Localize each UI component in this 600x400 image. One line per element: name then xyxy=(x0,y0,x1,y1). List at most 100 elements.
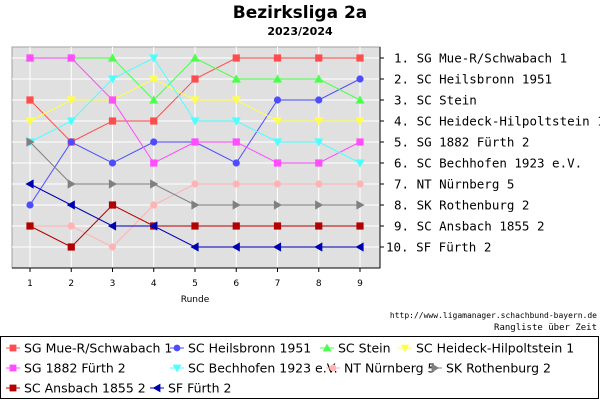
data-point xyxy=(190,242,199,252)
data-point xyxy=(356,54,364,62)
data-point xyxy=(25,179,34,189)
legend-label: SK Rothenburg 2 xyxy=(446,361,551,376)
rank-label: 4. SC Heideck-Hilpoltstein 1 xyxy=(394,114,600,129)
x-tick-label: 1 xyxy=(27,279,33,289)
series-layer xyxy=(25,53,365,252)
data-point xyxy=(26,201,34,209)
source-url: http://www.ligamanager.schachbund-bayern… xyxy=(390,311,597,320)
legend-label: NT Nürnberg 5 xyxy=(344,361,435,376)
data-point xyxy=(231,242,240,252)
data-point xyxy=(232,138,240,146)
data-point xyxy=(172,364,182,373)
data-point xyxy=(322,343,332,352)
data-point xyxy=(355,242,364,252)
data-point xyxy=(315,54,323,62)
data-point xyxy=(150,138,158,146)
legend-item: SC Heilsbronn 1951 xyxy=(170,341,311,356)
data-point xyxy=(355,95,365,104)
data-point xyxy=(9,384,17,392)
data-point xyxy=(108,179,118,189)
data-point xyxy=(314,74,324,83)
legend-label: SG Mue-R/Schwabach 1 xyxy=(24,341,172,356)
legend-item: SC Heideck-Hilpoltstein 1 xyxy=(398,341,574,356)
footer-label: Rangliste über Zeit xyxy=(494,323,597,333)
x-tick-label: 7 xyxy=(275,279,281,289)
legend-label: SC Heideck-Hilpoltstein 1 xyxy=(416,341,574,356)
data-point xyxy=(232,54,240,62)
rank-label: 5. SG 1882 Fürth 2 xyxy=(394,135,529,150)
data-point xyxy=(26,222,34,230)
legend-item: SC Ansbach 1855 2 xyxy=(6,381,146,396)
rank-label: 9. SC Ansbach 1855 2 xyxy=(394,219,545,234)
data-point xyxy=(149,75,159,84)
data-point xyxy=(67,222,75,230)
x-tick-label: 8 xyxy=(316,279,322,289)
data-point xyxy=(67,138,75,146)
rank-label: 7. NT Nürnberg 5 xyxy=(394,177,514,192)
data-point xyxy=(66,96,76,105)
data-point xyxy=(355,159,365,168)
data-point xyxy=(231,74,241,83)
data-point xyxy=(191,180,199,188)
data-point xyxy=(191,222,199,230)
data-point xyxy=(272,74,283,83)
data-point xyxy=(273,180,282,188)
data-point xyxy=(9,364,17,372)
rank-label: 3. SC Stein xyxy=(394,93,477,108)
legend-item: SK Rothenburg 2 xyxy=(428,361,551,376)
data-point xyxy=(108,96,117,104)
data-point xyxy=(26,96,34,104)
legend-item: SG 1882 Fürth 2 xyxy=(6,361,126,376)
rank-label: 2. SC Heilsbronn 1951 xyxy=(394,72,552,87)
x-tick-label: 9 xyxy=(357,279,363,289)
data-point xyxy=(173,344,181,352)
data-point xyxy=(315,222,323,230)
data-point xyxy=(232,159,240,167)
data-point xyxy=(190,117,200,126)
chart-subtitle: 2023/2024 xyxy=(267,25,333,38)
data-point xyxy=(190,96,200,105)
data-point xyxy=(149,54,159,63)
data-point xyxy=(66,200,75,210)
x-tick-label: 6 xyxy=(233,279,239,289)
data-point xyxy=(26,54,34,62)
x-tick-label: 5 xyxy=(192,279,198,289)
data-point xyxy=(149,95,159,104)
data-point xyxy=(26,137,35,147)
data-point xyxy=(107,221,117,231)
data-point xyxy=(273,96,282,104)
data-point xyxy=(272,117,283,126)
legend-label: SG 1882 Fürth 2 xyxy=(24,361,126,376)
legend-box xyxy=(0,336,599,399)
data-point xyxy=(191,138,199,146)
data-point xyxy=(67,54,75,62)
data-point xyxy=(329,364,337,372)
data-point xyxy=(315,96,323,104)
data-point xyxy=(356,200,365,210)
series-sf-f-rth-2 xyxy=(25,179,364,252)
data-point xyxy=(232,222,240,230)
x-tick-label: 4 xyxy=(151,279,157,289)
legend-item: SC Stein xyxy=(320,341,391,356)
data-point xyxy=(431,363,440,373)
x-tick-label: 2 xyxy=(68,279,74,289)
rank-label: 6. SC Bechhofen 1923 e.V. xyxy=(394,156,582,171)
x-tick-label: 3 xyxy=(110,279,116,289)
data-point xyxy=(152,383,161,393)
data-point xyxy=(400,344,410,353)
data-point xyxy=(315,200,324,210)
data-point xyxy=(355,117,365,126)
data-point xyxy=(150,179,159,189)
data-point xyxy=(67,179,76,189)
chart-title: Bezirksliga 2a xyxy=(233,3,368,23)
x-axis-label: Runde xyxy=(181,295,210,305)
rank-label: 1. SG Mue-R/Schwabach 1 xyxy=(394,51,567,66)
data-point xyxy=(273,200,283,210)
data-point xyxy=(314,117,324,126)
data-point xyxy=(356,138,364,146)
data-point xyxy=(149,221,158,231)
data-point xyxy=(25,117,35,126)
data-point xyxy=(272,242,282,252)
data-point xyxy=(231,96,241,105)
